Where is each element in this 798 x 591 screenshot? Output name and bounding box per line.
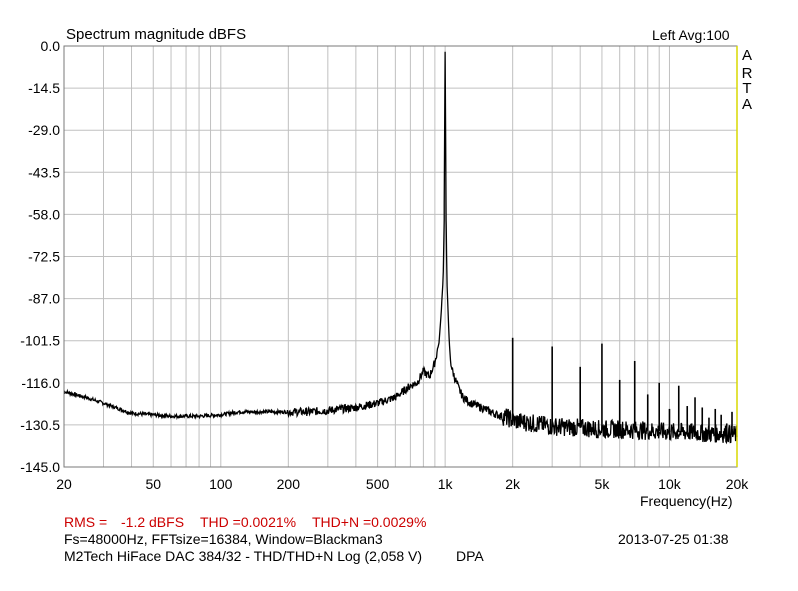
- brand-letter-r: R: [741, 65, 753, 82]
- x-tick-label: 20: [56, 476, 72, 492]
- y-tick-label: -116.0: [21, 375, 60, 391]
- device-tag: DPA: [456, 548, 484, 564]
- brand-letter-a: A: [741, 47, 752, 64]
- y-tick-label: -101.5: [20, 333, 60, 349]
- rms-label: RMS =: [64, 514, 108, 530]
- plot-series: [63, 51, 738, 445]
- thd-value: THD =0.0021%: [200, 514, 297, 530]
- x-tick-label: 200: [277, 476, 301, 492]
- timestamp: 2013-07-25 01:38: [618, 531, 729, 547]
- y-tick-labels: 0.0 -14.5 -29.0 -43.5 -58.0 -72.5 -87.0 -101.5 -…: [20, 38, 60, 475]
- x-tick-label: 20k: [726, 476, 750, 492]
- x-tick-label: 5k: [595, 476, 611, 492]
- grid: [64, 46, 737, 467]
- x-tick-labels: 20 50 100 200 500 1k 2k 5k 10k 20k: [56, 476, 749, 492]
- y-tick-label: 0.0: [41, 38, 61, 54]
- y-tick-label: -14.5: [28, 80, 60, 96]
- y-tick-label: -130.5: [20, 417, 60, 433]
- rms-value: -1.2 dBFS: [121, 514, 185, 530]
- device-description: M2Tech HiFace DAC 384/32 - THD/THD+N Log…: [64, 548, 423, 564]
- y-tick-label: -87.0: [28, 291, 60, 307]
- y-tick-label: -145.0: [20, 459, 60, 475]
- x-tick-label: 500: [366, 476, 390, 492]
- x-tick-label: 10k: [658, 476, 682, 492]
- measurement-settings: Fs=48000Hz, FFTsize=16384, Window=Blackm…: [64, 531, 383, 547]
- x-axis-label: Frequency(Hz): [640, 493, 733, 509]
- spectrum-line: [63, 51, 738, 445]
- brand-letter-t: T: [742, 80, 752, 97]
- y-tick-label: -29.0: [28, 122, 60, 138]
- chart-title: Spectrum magnitude dBFS: [66, 26, 247, 43]
- x-tick-label: 100: [209, 476, 233, 492]
- channel-avg-label: Left Avg:100: [652, 27, 730, 43]
- y-tick-label: -72.5: [28, 249, 60, 265]
- y-tick-label: -58.0: [28, 206, 60, 222]
- y-tick-label: -43.5: [28, 164, 60, 180]
- x-tick-label: 2k: [505, 476, 521, 492]
- x-tick-label: 50: [145, 476, 161, 492]
- brand-letter-a2: A: [741, 96, 752, 113]
- thdn-value: THD+N =0.0029%: [312, 514, 427, 530]
- x-tick-label: 1k: [438, 476, 454, 492]
